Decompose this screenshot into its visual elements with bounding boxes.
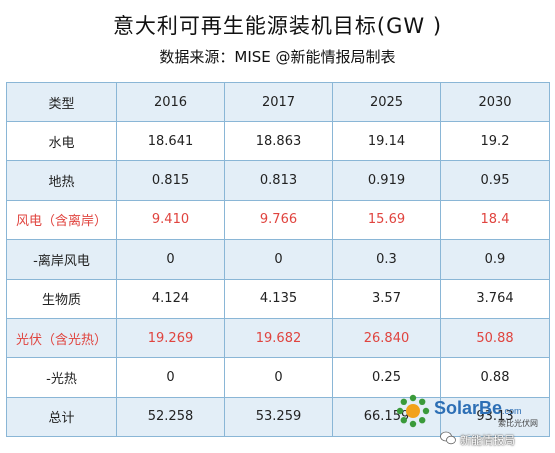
value-cell: 0.813 [224,160,333,201]
table-row: 生物质 4.124 4.135 3.57 3.764 [6,278,550,319]
value-cell: 0.815 [116,160,225,201]
value-cell: 18.641 [116,120,225,162]
value-cell: 9.766 [224,199,333,241]
table-row: -光热 0 0 0.25 0.88 [6,357,550,398]
value-cell: 15.69 [332,199,441,241]
table-row: -离岸风电 0 0 0.3 0.9 [6,239,550,280]
value-cell: 52.258 [116,396,225,438]
value-cell: 0.3 [332,239,441,280]
row-label-cell: 风电（含离岸） [6,199,117,241]
value-cell: 0.95 [440,160,550,201]
value-cell: 4.135 [224,278,333,319]
table-row: 水电 18.641 18.863 19.14 19.2 [6,120,550,162]
value-cell: 0 [116,357,225,398]
row-label-cell: 光伏（含光热） [6,317,117,359]
value-cell: 18.4 [440,199,550,241]
watermark-tagline: 索比光伏网 [498,419,538,428]
chart-title: 意大利可再生能源装机目标(GW ) [112,14,443,38]
chart-subtitle: 数据来源：MISE @新能情报局制表 [159,48,396,66]
header-cell: 2030 [440,82,550,122]
header-cell: 类型 [6,82,117,122]
value-cell: 0.919 [332,160,441,201]
table-row: 地热 0.815 0.813 0.919 0.95 [6,160,550,201]
watermark-wechat-account: 新能情报局 [460,434,515,447]
row-label-cell: 生物质 [6,278,117,319]
value-cell: 50.88 [440,317,550,359]
table-header-row: 类型 2016 2017 2025 2030 [6,82,550,122]
watermark: SolarBe.com 索比光伏网 新能情报局 [394,392,554,452]
value-cell: 4.124 [116,278,225,319]
value-cell: 9.410 [116,199,225,241]
watermark-brand: SolarBe.com [434,398,522,418]
table-row: 光伏（含光热） 19.269 19.682 26.840 50.88 [6,317,550,359]
row-label-cell: 总计 [6,396,117,438]
row-label-cell: 地热 [6,160,117,201]
value-cell: 19.682 [224,317,333,359]
table-body: 水电 18.641 18.863 19.14 19.2 地热 0.815 0.813 0.919… [6,120,550,438]
table-row: 风电（含离岸） 9.410 9.766 15.69 18.4 [6,199,550,241]
value-cell: 0 [224,239,333,280]
table-row: 总计 52.258 53.259 66.159 93.13 [6,396,550,438]
row-label-cell: -离岸风电 [6,239,117,280]
value-cell: 93.13 [440,396,550,438]
sun-logo-icon [396,394,430,428]
value-cell: 18.863 [224,120,333,162]
value-cell: 0 [224,357,333,398]
value-cell: 19.269 [116,317,225,359]
value-cell: 26.840 [332,317,441,359]
value-cell: 0.88 [440,357,550,398]
value-cell: 19.2 [440,120,550,162]
value-cell: 53.259 [224,396,333,438]
value-cell: 0 [116,239,225,280]
wechat-icon [440,431,456,445]
header-cell: 2017 [224,82,333,122]
value-cell: 0.9 [440,239,550,280]
header-cell: 2016 [116,82,225,122]
data-table: 类型 2016 2017 2025 2030 水电 18.641 18.863 19.… [6,82,550,438]
row-label-cell: -光热 [6,357,117,398]
value-cell: 3.764 [440,278,550,319]
row-label-cell: 水电 [6,120,117,162]
header-cell: 2025 [332,82,441,122]
value-cell: 19.14 [332,120,441,162]
value-cell: 3.57 [332,278,441,319]
